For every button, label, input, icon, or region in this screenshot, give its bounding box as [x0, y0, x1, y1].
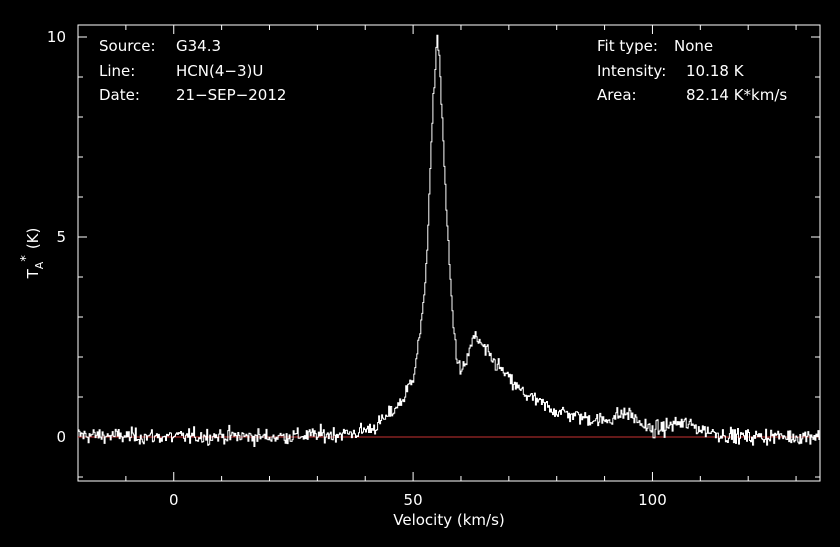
info-area-value: 82.14 K*km/s: [686, 86, 787, 104]
info-date-value: 21−SEP−2012: [176, 86, 286, 104]
info-intensity-value: 10.18 K: [686, 62, 745, 80]
info-source-label: Source:: [99, 37, 156, 55]
y-axis-label: TA* (K): [19, 228, 46, 280]
x-axis-ticks: 0 50 100: [77, 25, 797, 509]
info-intensity-label: Intensity:: [597, 62, 666, 80]
y-axis-label-subscript: A: [33, 261, 46, 269]
info-date-label: Date:: [99, 86, 140, 104]
info-fit-type-label: Fit type:: [597, 37, 658, 55]
info-line-value: HCN(4−3)U: [176, 62, 263, 80]
y-tick-label: 5: [56, 228, 66, 246]
y-axis-label-unit: (K): [24, 228, 42, 250]
y-tick-label: 0: [56, 428, 66, 446]
info-area-label: Area:: [597, 86, 637, 104]
info-line-label: Line:: [99, 62, 135, 80]
x-tick-label: 0: [169, 491, 179, 509]
info-fit-type-value: None: [674, 37, 713, 55]
info-left: Source: G34.3 Line: HCN(4−3)U Date: 21−S…: [99, 37, 286, 104]
y-axis-label-superscript: *: [19, 255, 34, 262]
y-axis-label-main: T: [24, 268, 42, 279]
info-right: Fit type: None Intensity: 10.18 K Area: …: [597, 37, 787, 104]
plot-frame: [77, 24, 821, 482]
x-tick-label: 50: [404, 491, 423, 509]
y-tick-label: 10: [47, 28, 66, 46]
x-tick-label: 100: [638, 491, 667, 509]
info-source-value: G34.3: [176, 37, 221, 55]
x-axis-label: Velocity (km/s): [393, 511, 504, 529]
spectrum-series-line: [78, 34, 821, 447]
